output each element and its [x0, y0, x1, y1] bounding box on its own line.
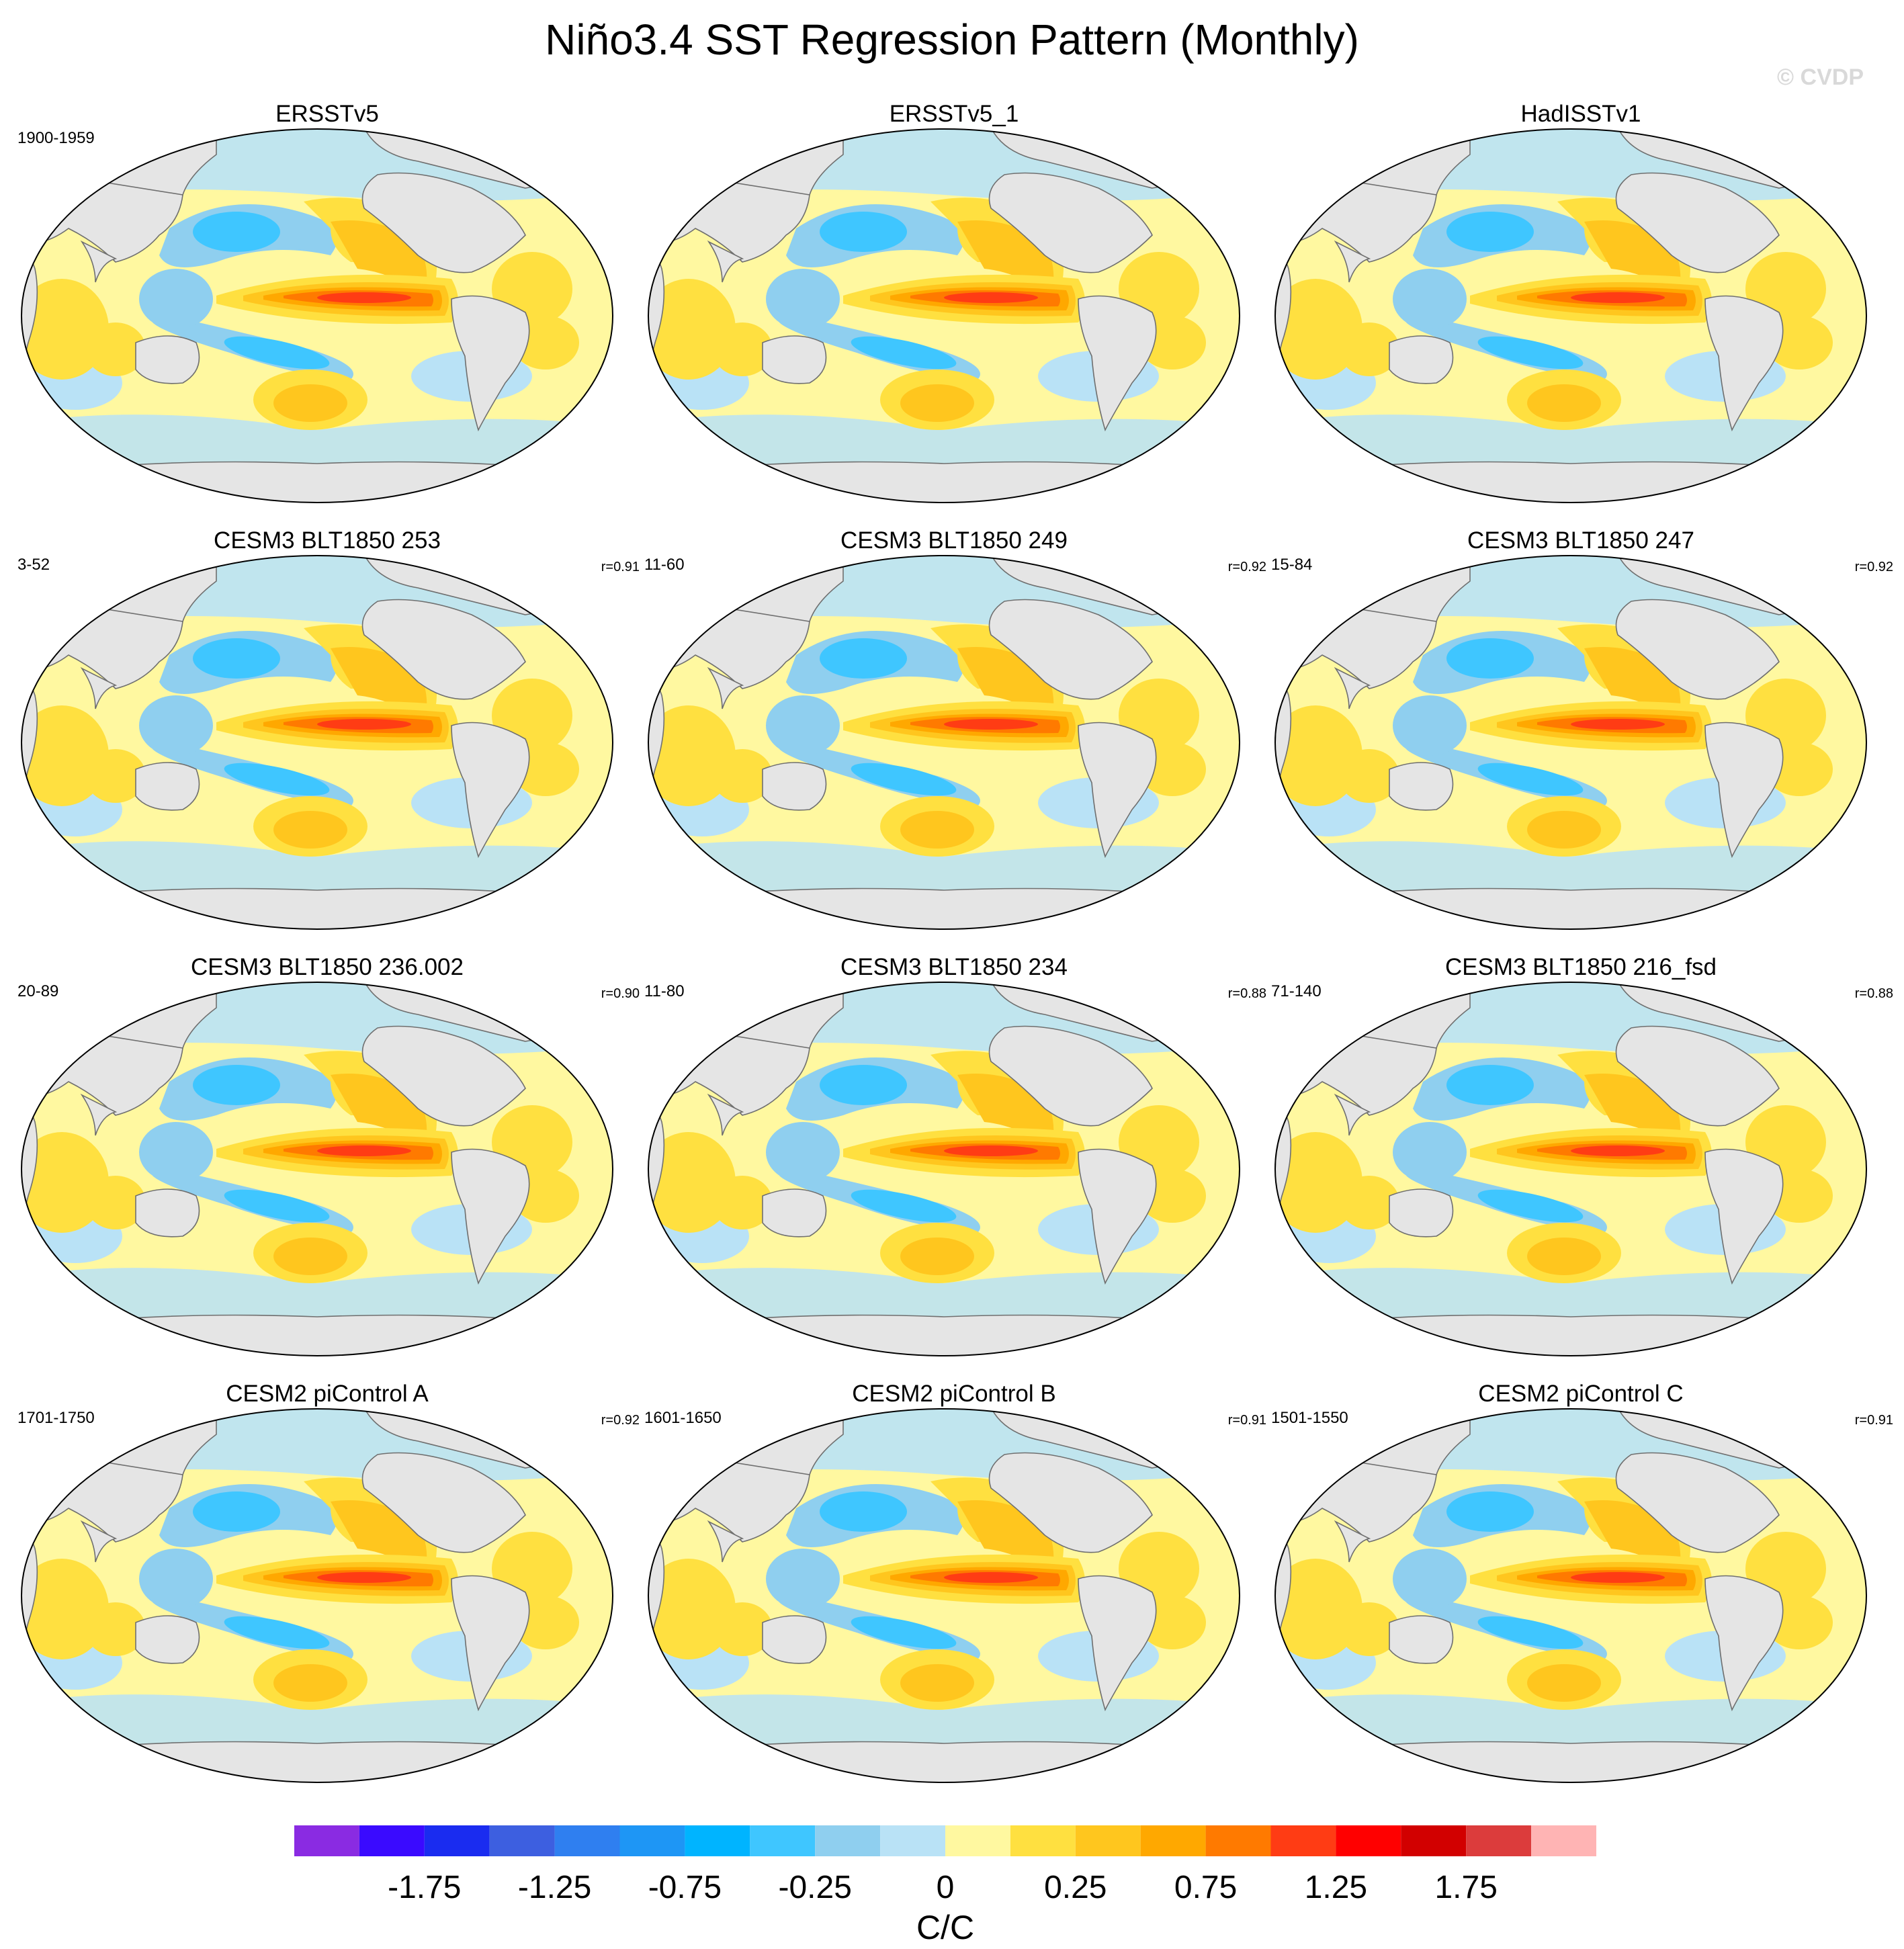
- map-panel: CESM3 BLT1850 253 3-52 r=0.91: [15, 527, 640, 944]
- map-panel: CESM2 piControl B 1601-1650 r=0.91: [642, 1381, 1266, 1797]
- panel-pattern-correlation: r=0.92: [1227, 560, 1266, 574]
- colorbar-tick-label: 0.75: [1174, 1870, 1237, 1905]
- panel-pattern-correlation: r=0.88: [1854, 986, 1893, 1001]
- panel-pattern-correlation: r=0.91: [1227, 1413, 1266, 1428]
- colorbar-swatch: [424, 1825, 490, 1856]
- panel-period: 71-140: [1271, 982, 1322, 1000]
- colorbar-swatch: [1336, 1825, 1401, 1856]
- colorbar-tick-label: 1.75: [1434, 1870, 1497, 1905]
- panel-title: CESM2 piControl A: [226, 1381, 429, 1407]
- colorbar-tick-label: -0.75: [648, 1870, 722, 1905]
- colorbar-label: C/C: [916, 1909, 974, 1946]
- panel-title: CESM2 piControl B: [852, 1381, 1056, 1407]
- colorbar-tick-label: -1.75: [388, 1870, 461, 1905]
- colorbar-tick-label: 1.25: [1305, 1870, 1367, 1905]
- colorbar-swatch: [554, 1825, 620, 1856]
- panel-pattern-correlation: r=0.92: [601, 1413, 640, 1428]
- panel-pattern-correlation: r=0.90: [601, 986, 640, 1001]
- colorbar-swatch: [815, 1825, 881, 1856]
- panel-title: CESM3 BLT1850 234: [840, 954, 1068, 980]
- map-panel: CESM3 BLT1850 236.002 20-89 r=0.90: [15, 954, 640, 1371]
- regression-map: [21, 1408, 613, 1783]
- colorbar-swatch: [1140, 1825, 1206, 1856]
- colorbar-swatch: [1466, 1825, 1532, 1856]
- panel-period: 1701-1750: [17, 1409, 95, 1427]
- panel-title: CESM2 piControl C: [1478, 1381, 1684, 1407]
- panel-period: 1900-1959: [17, 129, 95, 147]
- regression-map: [21, 128, 613, 503]
- panel-pattern-correlation: r=0.91: [601, 560, 640, 574]
- panel-period: 20-89: [17, 982, 59, 1000]
- page-title: Niño3.4 SST Regression Pattern (Monthly): [545, 15, 1359, 64]
- regression-map: [21, 555, 613, 930]
- colorbar-swatch: [1270, 1825, 1336, 1856]
- map-panel: CESM3 BLT1850 216_fsd 71-140 r=0.88: [1268, 954, 1893, 1371]
- colorbar-swatch: [750, 1825, 816, 1856]
- panel-pattern-correlation: r=0.92: [1854, 560, 1893, 574]
- colorbar-swatch: [1010, 1825, 1076, 1856]
- regression-map: [1274, 128, 1867, 503]
- map-panel: HadISSTv1: [1268, 101, 1893, 517]
- regression-map: [648, 555, 1240, 930]
- panel-title: CESM3 BLT1850 216_fsd: [1444, 954, 1717, 980]
- panel-period: 15-84: [1271, 556, 1313, 574]
- panel-title: ERSSTv5: [275, 101, 379, 127]
- map-panel: CESM2 piControl A 1701-1750 r=0.92: [15, 1381, 640, 1797]
- panel-period: 1501-1550: [1271, 1409, 1348, 1427]
- map-panel: CESM3 BLT1850 249 11-60 r=0.92: [642, 527, 1266, 944]
- colorbar-swatch: [1205, 1825, 1271, 1856]
- map-panel: CESM2 piControl C 1501-1550 r=0.91: [1268, 1381, 1893, 1797]
- panel-title: CESM3 BLT1850 236.002: [190, 954, 464, 980]
- regression-map: [648, 1408, 1240, 1783]
- regression-map: [21, 982, 613, 1356]
- map-panel: CESM3 BLT1850 247 15-84 r=0.92: [1268, 527, 1893, 944]
- colorbar-swatch: [945, 1825, 1010, 1856]
- credit-watermark: © CVDP: [1777, 64, 1864, 90]
- panel-title: ERSSTv5_1: [889, 101, 1019, 127]
- regression-map: [1274, 1408, 1867, 1783]
- colorbar-swatch: [880, 1825, 945, 1856]
- colorbar-swatch: [1531, 1825, 1596, 1856]
- colorbar-tick-label: 0.25: [1044, 1870, 1107, 1905]
- panel-period: 3-52: [17, 556, 50, 574]
- regression-map: [648, 982, 1240, 1356]
- panel-title: CESM3 BLT1850 253: [214, 527, 441, 554]
- map-panel: CESM3 BLT1850 234 11-80 r=0.88: [642, 954, 1266, 1371]
- regression-map: [1274, 982, 1867, 1356]
- colorbar-tick-label: -0.25: [778, 1870, 851, 1905]
- colorbar-swatch: [685, 1825, 750, 1856]
- colorbar-swatch: [294, 1825, 359, 1856]
- colorbar-swatch: [489, 1825, 555, 1856]
- panel-title: HadISSTv1: [1520, 101, 1641, 127]
- regression-map: [1274, 555, 1867, 930]
- regression-map: [648, 128, 1240, 503]
- map-panel: ERSSTv5_1: [642, 101, 1266, 517]
- map-panel: ERSSTv5 1900-1959: [15, 101, 640, 517]
- panel-pattern-correlation: r=0.91: [1854, 1413, 1893, 1428]
- panel-period: 11-60: [644, 556, 685, 574]
- panel-title: CESM3 BLT1850 247: [1467, 527, 1694, 554]
- panel-period: 11-80: [644, 982, 685, 1000]
- panel-pattern-correlation: r=0.88: [1227, 986, 1266, 1001]
- colorbar-swatch: [1401, 1825, 1467, 1856]
- colorbar-tick-label: 0: [937, 1870, 955, 1905]
- panel-period: 1601-1650: [644, 1409, 722, 1427]
- panel-title: CESM3 BLT1850 249: [840, 527, 1068, 554]
- colorbar-swatch: [359, 1825, 425, 1856]
- colorbar-swatch: [1075, 1825, 1141, 1856]
- colorbar-tick-label: -1.25: [518, 1870, 591, 1905]
- colorbar-swatch: [619, 1825, 685, 1856]
